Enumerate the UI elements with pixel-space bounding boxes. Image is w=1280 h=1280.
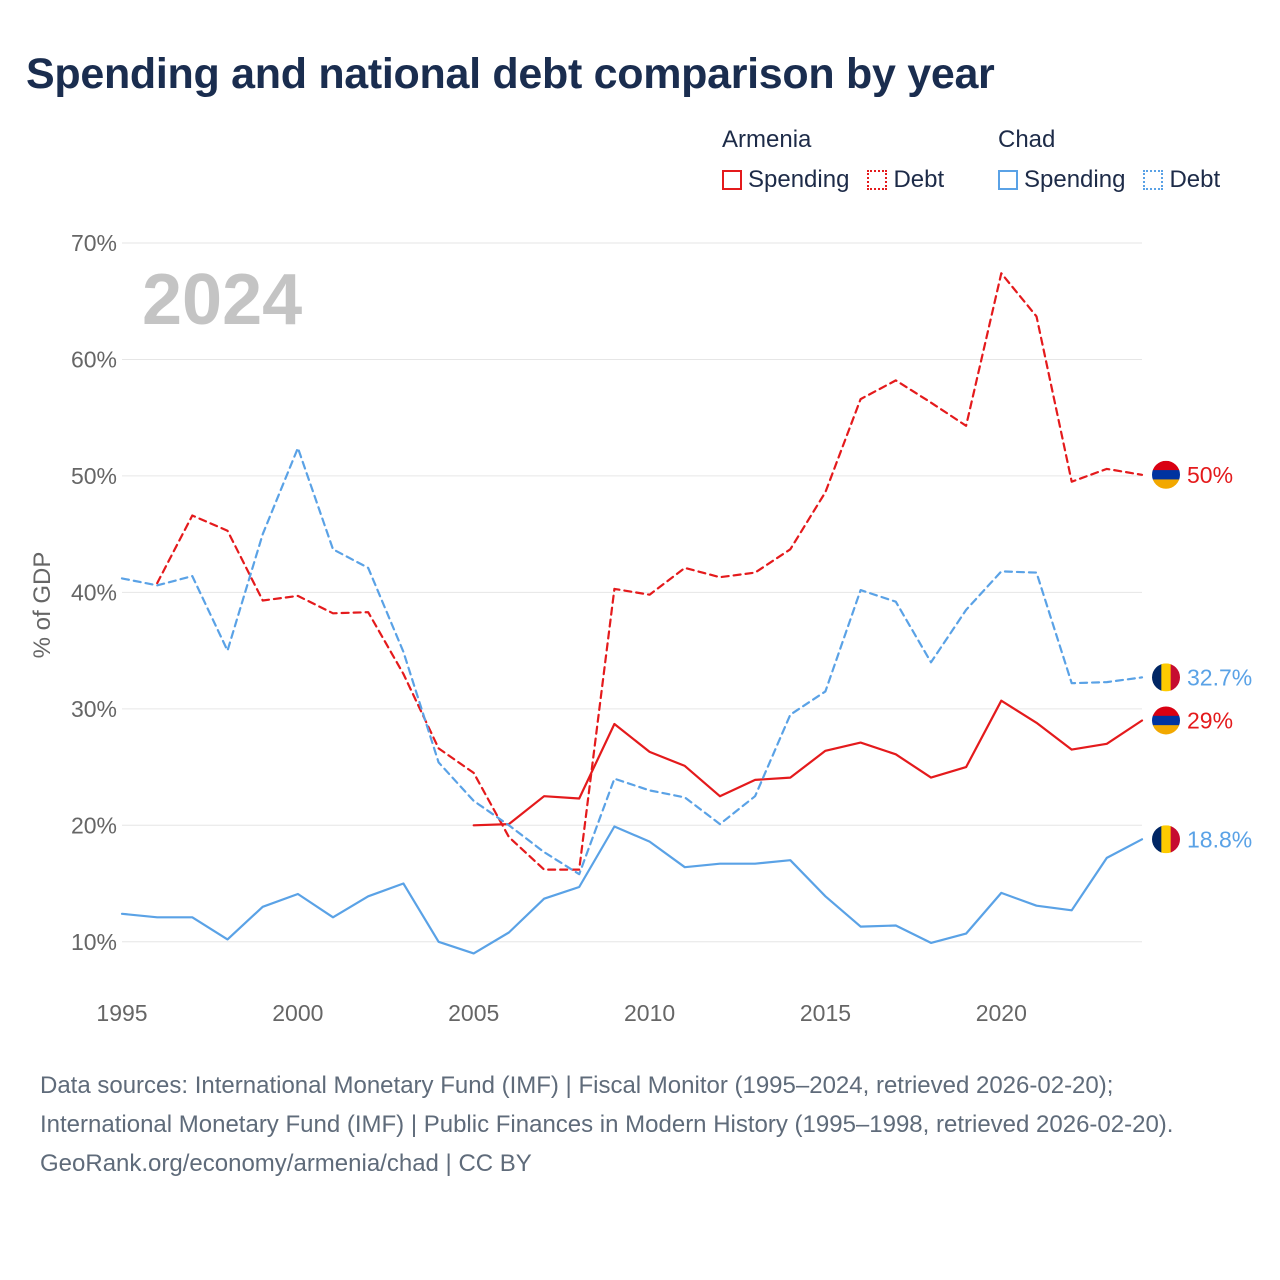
axes: 10% 20% 30% 40% 50% 60% 70% 1995 2000 2005 2010 201… <box>71 230 1027 1026</box>
series-line-chad-debt[interactable] <box>120 446 1144 876</box>
y-tick-label: 30% <box>71 696 117 722</box>
legend-item-armenia-spending[interactable]: Spending <box>722 166 849 194</box>
end-labels: 50% 32.7% 29% 18.8% <box>1152 460 1252 854</box>
x-tick-label: 2005 <box>448 1000 499 1026</box>
armenia-flag-icon <box>1152 460 1180 489</box>
y-tick-label: 20% <box>71 812 117 838</box>
y-tick-label: 70% <box>71 230 117 256</box>
x-tick-label: 1995 <box>96 1000 147 1026</box>
legend-label: Debt <box>1169 166 1221 193</box>
legend-item-chad-debt[interactable]: Debt <box>1143 166 1220 194</box>
y-tick-label: 40% <box>71 579 117 605</box>
legend-group-chad: Chad Spending Debt <box>998 124 1238 194</box>
series-line-chad-spending[interactable] <box>120 825 1144 955</box>
legend-swatch-dotted-icon <box>1143 170 1164 190</box>
series-line-armenia-spending[interactable] <box>472 699 1144 827</box>
legend-swatch-solid-icon <box>998 170 1018 190</box>
line-chart: 2024 10% 20% 30% 40% 50% 60% 70% 1995 2000 2005 20… <box>29 230 1252 1026</box>
legend-label: Spending <box>748 166 850 193</box>
series-lines <box>120 272 1144 955</box>
end-value-label: 18.8% <box>1187 826 1252 852</box>
x-tick-label: 2000 <box>272 1000 323 1026</box>
chad-flag-icon <box>1152 663 1180 692</box>
x-tick-label: 2020 <box>976 1000 1027 1026</box>
y-axis-label: % of GDP <box>29 552 56 659</box>
y-tick-label: 50% <box>71 463 117 489</box>
y-tick-label: 60% <box>71 346 117 372</box>
legend-item-chad-spending[interactable]: Spending <box>998 166 1125 194</box>
chad-flag-icon <box>1152 825 1180 854</box>
legend-label: Spending <box>1024 166 1126 193</box>
series-line-armenia-debt[interactable] <box>156 272 1144 871</box>
credit-link[interactable]: GeoRank.org/economy/armenia/chad | CC BY <box>40 1150 532 1177</box>
x-tick-label: 2015 <box>800 1000 851 1026</box>
end-value-label: 32.7% <box>1187 664 1252 690</box>
legend-swatch-dotted-icon <box>867 170 888 190</box>
x-tick-label: 2010 <box>624 1000 675 1026</box>
armenia-flag-icon <box>1152 706 1180 735</box>
legend-item-armenia-debt[interactable]: Debt <box>867 166 944 194</box>
end-value-label: 29% <box>1187 707 1233 733</box>
legend-country-armenia: Armenia <box>722 126 812 153</box>
legend-swatch-solid-icon <box>722 170 742 190</box>
legend-group-armenia: Armenia Spending Debt <box>722 124 962 194</box>
end-value-label: 50% <box>1187 462 1233 488</box>
footer: Data sources: International Monetary Fun… <box>40 1066 1240 1183</box>
year-watermark: 2024 <box>142 260 302 340</box>
chart-title: Spending and national debt comparison by… <box>26 50 995 98</box>
legend-country-chad: Chad <box>998 126 1056 153</box>
legend-label: Debt <box>893 166 945 193</box>
data-sources: Data sources: International Monetary Fun… <box>40 1072 1174 1138</box>
y-tick-label: 10% <box>71 929 117 955</box>
